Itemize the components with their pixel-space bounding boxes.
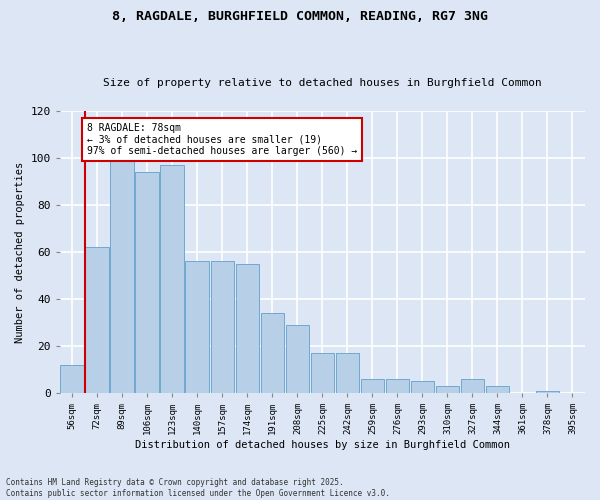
Bar (286, 325, 309, 393)
Text: 8, RAGDALE, BURGHFIELD COMMON, READING, RG7 3NG: 8, RAGDALE, BURGHFIELD COMMON, READING, … (112, 10, 488, 23)
Bar (461, 379, 484, 393)
Bar (160, 165, 184, 393)
Bar (236, 264, 259, 393)
Bar (386, 379, 409, 393)
Text: Contains HM Land Registry data © Crown copyright and database right 2025.
Contai: Contains HM Land Registry data © Crown c… (6, 478, 390, 498)
Bar (485, 386, 509, 393)
Bar (536, 391, 559, 393)
Bar (311, 353, 334, 393)
Bar (410, 382, 434, 393)
X-axis label: Distribution of detached houses by size in Burghfield Common: Distribution of detached houses by size … (135, 440, 510, 450)
Bar (335, 353, 359, 393)
Bar (110, 156, 134, 393)
Y-axis label: Number of detached properties: Number of detached properties (15, 162, 25, 342)
Bar (436, 386, 460, 393)
Bar (361, 379, 385, 393)
Bar (61, 365, 84, 393)
Bar (136, 172, 159, 393)
Text: 8 RAGDALE: 78sqm
← 3% of detached houses are smaller (19)
97% of semi-detached h: 8 RAGDALE: 78sqm ← 3% of detached houses… (88, 123, 358, 156)
Title: Size of property relative to detached houses in Burghfield Common: Size of property relative to detached ho… (103, 78, 542, 88)
Bar (185, 262, 209, 393)
Bar (85, 248, 109, 393)
Bar (211, 262, 234, 393)
Bar (260, 313, 284, 393)
